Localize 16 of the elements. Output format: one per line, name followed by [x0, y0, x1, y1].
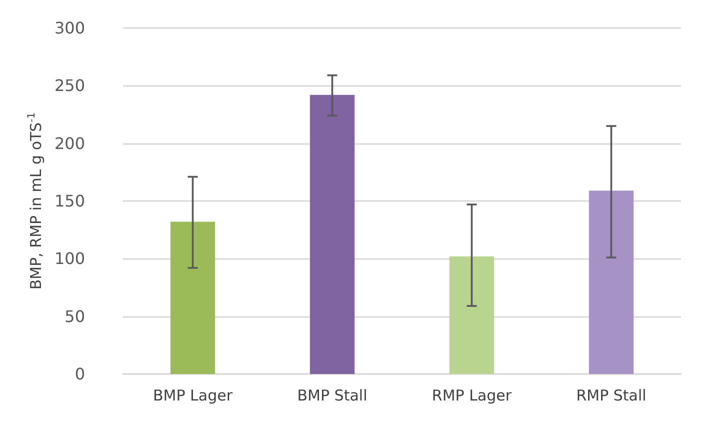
bar — [310, 94, 355, 374]
y-tick-label: 0 — [74, 364, 85, 384]
y-tick-label: 200 — [54, 134, 85, 153]
y-tick-label: 150 — [54, 192, 85, 210]
y-tick-label: 100 — [54, 249, 85, 268]
y-tick-label: 300 — [54, 18, 85, 38]
x-tick-label: BMP Stall — [297, 386, 368, 404]
bar — [449, 256, 494, 374]
y-tick-label: 250 — [54, 76, 85, 96]
x-tick-label: BMP Lager — [152, 386, 234, 404]
bar — [170, 222, 216, 374]
bar — [588, 190, 634, 374]
x-tick-label: RMP Lager — [432, 386, 512, 404]
y-axis-title: BMP, RMP in mL g oTS-1 — [26, 112, 46, 290]
x-tick-label: RMP Stall — [576, 386, 646, 404]
y-tick-label: 50 — [64, 306, 85, 326]
